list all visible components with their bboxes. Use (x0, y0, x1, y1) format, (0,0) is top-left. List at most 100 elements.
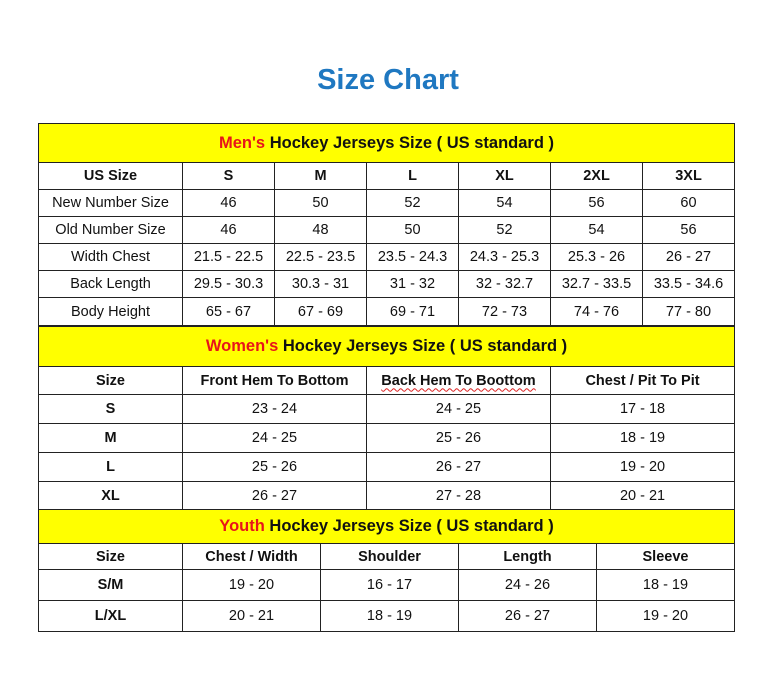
table-row: M 24 - 25 25 - 26 18 - 19 (38, 423, 736, 453)
banner-text: Hockey Jerseys Size ( US standard ) (265, 133, 554, 152)
banner-accent-text: Women's (205, 337, 279, 355)
table-cell: 19 - 20 (595, 600, 736, 632)
table-cell: 24 - 25 (182, 423, 367, 453)
column-header-text: 2XL (583, 168, 610, 184)
table-cell: 18 - 19 (549, 423, 736, 453)
table-cell: 50 (366, 216, 459, 244)
table-cell: 23.5 - 24.3 (366, 243, 459, 271)
column-header: Size (38, 543, 183, 570)
table-cell: 72 - 73 (458, 297, 551, 326)
table-cell: 26 - 27 (458, 600, 597, 632)
row-label: XL (38, 481, 183, 510)
column-header: Back Hem To Boottom (366, 366, 551, 395)
table-cell: 31 - 32 (366, 270, 459, 298)
table-cell: 46 (182, 216, 275, 244)
column-header-text: 3XL (675, 168, 702, 184)
table-cell: 52 (366, 189, 459, 217)
column-header: Front Hem To Bottom (182, 366, 367, 395)
table-cell: 30.3 - 31 (274, 270, 367, 298)
table-cell: 54 (458, 189, 551, 217)
table-cell: 29.5 - 30.3 (182, 270, 275, 298)
table-row: L/XL 20 - 21 18 - 19 26 - 27 19 - 20 (38, 600, 736, 632)
table-cell: 18 - 19 (595, 569, 736, 601)
table-cell: 48 (274, 216, 367, 244)
table-cell: 77 - 80 (642, 297, 735, 326)
table-cell: 25 - 26 (182, 452, 367, 482)
row-label: Back Length (38, 270, 183, 298)
banner-accent-text: Men's (219, 133, 266, 152)
table-cell: 69 - 71 (366, 297, 459, 326)
table-cell: 22.5 - 23.5 (274, 243, 367, 271)
womens-header-row: Size Front Hem To Bottom Back Hem To Boott… (38, 366, 736, 395)
row-label: Old Number Size (38, 216, 183, 244)
column-header: Sleeve (595, 543, 736, 570)
column-header-text: Length (503, 548, 552, 565)
table-cell: 26 - 27 (182, 481, 367, 510)
column-header: Size (38, 366, 183, 395)
row-label: S/M (38, 569, 183, 601)
column-header-text: Size (95, 372, 125, 389)
youth-banner-row: Youth Hockey Jerseys Size ( US standard … (37, 509, 736, 544)
table-cell: 25.3 - 26 (550, 243, 643, 271)
table-cell: 33.5 - 34.6 (642, 270, 735, 298)
table-row: L 25 - 26 26 - 27 19 - 20 (38, 452, 736, 482)
table-row: S 23 - 24 24 - 25 17 - 18 (38, 394, 736, 424)
row-label: Width Chest (38, 243, 183, 271)
column-header: US Size (38, 162, 183, 190)
table-row: S/M 19 - 20 16 - 17 24 - 26 18 - 19 (38, 569, 736, 601)
column-header-text: XL (495, 168, 514, 184)
row-label: L/XL (38, 600, 183, 632)
table-cell: 26 - 27 (642, 243, 735, 271)
row-label: Body Height (38, 297, 183, 326)
page-title: Size Chart (317, 64, 459, 96)
table-cell: 25 - 26 (366, 423, 551, 453)
table-cell: 56 (550, 189, 643, 217)
youth-size-table: Youth Hockey Jerseys Size ( US standard … (37, 509, 736, 632)
column-header: S (182, 162, 275, 190)
mens-banner-row: Men's Hockey Jerseys Size ( US standard … (38, 123, 735, 163)
table-cell: 18 - 19 (320, 600, 459, 632)
column-header: Chest / Pit To Pit (549, 366, 736, 395)
table-cell: 52 (458, 216, 551, 244)
column-header-text: US Size (83, 168, 138, 184)
table-cell: 54 (550, 216, 643, 244)
table-cell: 20 - 21 (182, 600, 321, 632)
table-cell: 32.7 - 33.5 (550, 270, 643, 298)
mens-size-table: Men's Hockey Jerseys Size ( US standard … (38, 123, 735, 326)
banner-text: Hockey Jerseys Size ( US standard ) (264, 517, 554, 535)
table-cell: 23 - 24 (182, 394, 367, 424)
mens-banner: Men's Hockey Jerseys Size ( US standard … (38, 123, 735, 163)
column-header-text: S (223, 168, 234, 184)
table-cell: 46 (182, 189, 275, 217)
column-header-text: Chest / Width (205, 548, 298, 565)
table-cell: 24 - 25 (366, 394, 551, 424)
table-cell: 24 - 26 (458, 569, 597, 601)
banner-text: Hockey Jerseys Size ( US standard ) (278, 337, 568, 355)
column-header: Chest / Width (182, 543, 321, 570)
row-label: L (38, 452, 183, 482)
table-cell: 67 - 69 (274, 297, 367, 326)
table-row: XL 26 - 27 27 - 28 20 - 21 (38, 481, 736, 510)
table-row: New Number Size 46 50 52 54 56 60 (38, 189, 735, 217)
table-row: Width Chest 21.5 - 22.5 22.5 - 23.5 23.5 - … (38, 243, 735, 271)
womens-size-table: Women's Hockey Jerseys Size ( US standar… (37, 326, 736, 510)
column-header: Shoulder (320, 543, 459, 570)
table-cell: 50 (274, 189, 367, 217)
table-cell: 24.3 - 25.3 (458, 243, 551, 271)
table-cell: 65 - 67 (182, 297, 275, 326)
column-header-text: Back Hem To Boottom (381, 372, 536, 389)
table-row: Back Length 29.5 - 30.3 30.3 - 31 31 - 32 32… (38, 270, 735, 298)
column-header-text: Front Hem To Bottom (200, 372, 349, 389)
column-header: XL (458, 162, 551, 190)
column-header-text: Shoulder (358, 548, 421, 565)
column-header: Length (458, 543, 597, 570)
row-label: S (38, 394, 183, 424)
table-cell: 17 - 18 (549, 394, 736, 424)
table-cell: 26 - 27 (366, 452, 551, 482)
table-cell: 27 - 28 (366, 481, 551, 510)
youth-banner: Youth Hockey Jerseys Size ( US standard … (37, 509, 736, 544)
column-header: M (274, 162, 367, 190)
table-cell: 20 - 21 (549, 481, 736, 510)
banner-accent-text: Youth (219, 517, 265, 535)
column-header-text: Chest / Pit To Pit (585, 372, 700, 389)
